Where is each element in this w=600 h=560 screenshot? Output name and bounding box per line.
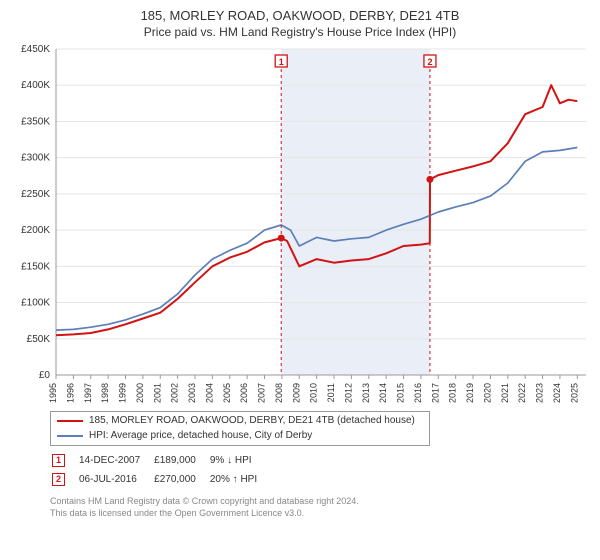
svg-text:1995: 1995	[48, 383, 58, 403]
svg-text:2012: 2012	[343, 383, 353, 403]
svg-text:2007: 2007	[257, 383, 267, 403]
legend-label: HPI: Average price, detached house, City…	[89, 429, 312, 444]
legend-item: 185, MORLEY ROAD, OAKWOOD, DERBY, DE21 4…	[57, 414, 423, 429]
svg-text:£450K: £450K	[21, 45, 50, 55]
svg-text:£150K: £150K	[21, 261, 50, 272]
svg-text:£0: £0	[39, 370, 51, 381]
svg-text:2009: 2009	[291, 383, 301, 403]
svg-text:1: 1	[279, 57, 284, 67]
svg-text:£300K: £300K	[21, 153, 50, 164]
footnote-line: This data is licensed under the Open Gov…	[50, 508, 590, 520]
chart-area: £0 £50K £100K £150K £200K £250K £300K £350K £400…	[10, 45, 590, 405]
line-chart: £0 £50K £100K £150K £200K £250K £300K £350K £400…	[10, 45, 590, 405]
svg-text:2015: 2015	[396, 383, 406, 403]
svg-text:2013: 2013	[361, 383, 371, 403]
sale-delta: 20% ↑ HPI	[210, 471, 269, 488]
svg-text:2018: 2018	[448, 383, 458, 403]
svg-text:1999: 1999	[118, 383, 128, 403]
svg-text:£250K: £250K	[21, 189, 50, 200]
svg-text:£200K: £200K	[21, 225, 50, 236]
sale-marker-badge: 1	[52, 454, 65, 467]
svg-text:£350K: £350K	[21, 116, 50, 127]
svg-text:1998: 1998	[100, 383, 110, 403]
svg-text:2006: 2006	[239, 383, 249, 403]
svg-text:2003: 2003	[187, 383, 197, 403]
sale-price: £189,000	[154, 452, 208, 469]
svg-text:2019: 2019	[465, 383, 475, 403]
svg-text:2016: 2016	[413, 383, 423, 403]
svg-text:2020: 2020	[482, 383, 492, 403]
svg-text:2008: 2008	[274, 383, 284, 403]
svg-text:2017: 2017	[430, 383, 440, 403]
svg-text:2014: 2014	[378, 383, 388, 403]
svg-text:2004: 2004	[204, 383, 214, 403]
sale-price: £270,000	[154, 471, 208, 488]
sale-date: 06-JUL-2016	[79, 471, 152, 488]
svg-text:2: 2	[427, 57, 432, 67]
svg-text:1997: 1997	[83, 383, 93, 403]
svg-text:2005: 2005	[222, 383, 232, 403]
legend-swatch	[57, 420, 83, 422]
svg-text:2023: 2023	[535, 383, 545, 403]
legend-swatch	[57, 435, 83, 437]
legend-item: HPI: Average price, detached house, City…	[57, 429, 423, 444]
svg-text:2010: 2010	[309, 383, 319, 403]
svg-text:£100K: £100K	[21, 298, 50, 309]
footnote: Contains HM Land Registry data © Crown c…	[50, 496, 590, 519]
footnote-line: Contains HM Land Registry data © Crown c…	[50, 496, 590, 508]
sales-table: 1 14-DEC-2007 £189,000 9% ↓ HPI 2 06-JUL…	[50, 450, 271, 490]
svg-text:1996: 1996	[65, 383, 75, 403]
svg-text:2024: 2024	[552, 383, 562, 403]
svg-text:2000: 2000	[135, 383, 145, 403]
chart-title: 185, MORLEY ROAD, OAKWOOD, DERBY, DE21 4…	[10, 8, 590, 25]
svg-text:2021: 2021	[500, 383, 510, 403]
table-row: 1 14-DEC-2007 £189,000 9% ↓ HPI	[52, 452, 269, 469]
sale-date: 14-DEC-2007	[79, 452, 152, 469]
svg-text:2002: 2002	[170, 383, 180, 403]
svg-text:2001: 2001	[152, 383, 162, 403]
svg-text:£400K: £400K	[21, 80, 50, 91]
legend-label: 185, MORLEY ROAD, OAKWOOD, DERBY, DE21 4…	[89, 414, 415, 429]
svg-text:£50K: £50K	[27, 334, 51, 345]
sale-delta: 9% ↓ HPI	[210, 452, 269, 469]
svg-text:2011: 2011	[326, 383, 336, 402]
svg-text:2022: 2022	[517, 383, 527, 403]
svg-text:2025: 2025	[569, 383, 579, 403]
table-row: 2 06-JUL-2016 £270,000 20% ↑ HPI	[52, 471, 269, 488]
sale-marker-badge: 2	[52, 473, 65, 486]
chart-legend: 185, MORLEY ROAD, OAKWOOD, DERBY, DE21 4…	[50, 411, 430, 446]
chart-subtitle: Price paid vs. HM Land Registry's House …	[10, 25, 590, 45]
